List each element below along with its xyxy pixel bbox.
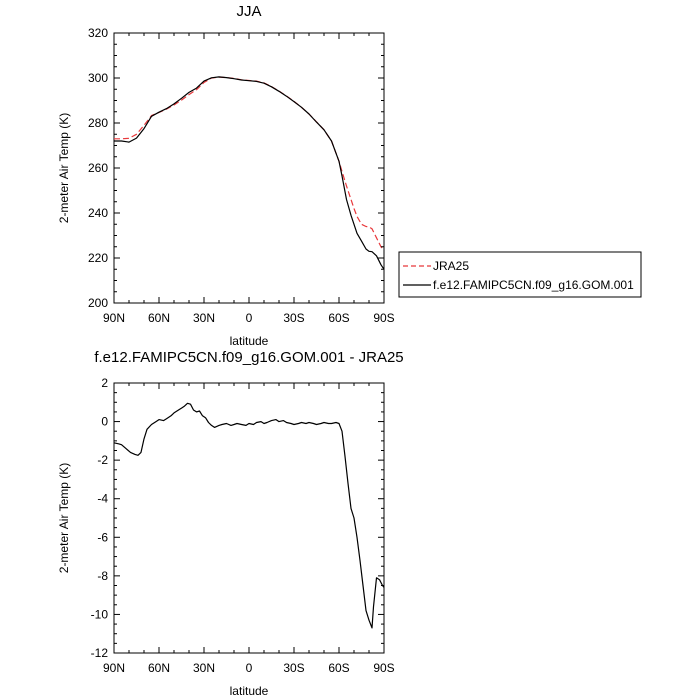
bottom-y-tick-label: -8: [97, 569, 108, 583]
top-series-lines: [114, 76, 385, 270]
bottom-y-axis-label: 2-meter Air Temp (K): [57, 463, 71, 573]
bottom-x-axis: 90N 60N 30N 0 30S 60S 90S: [103, 383, 395, 675]
bottom-chart-title: f.e12.FAMIPC5CN.f09_g16.GOM.001 - JRA25: [94, 349, 403, 366]
bottom-y-axis: -12 -10 -8 -6 -4 -2 0 2: [91, 376, 384, 660]
bottom-series-line-series-0: [113, 402, 385, 629]
bottom-y-tick-label: 2: [101, 376, 108, 390]
top-y-tick-label: 320: [88, 26, 108, 40]
bottom-x-tick-label: 30S: [283, 661, 304, 675]
top-x-tick-label: 90S: [373, 311, 394, 325]
bottom-y-tick-label: -2: [97, 453, 108, 467]
top-x-tick-label: 30N: [193, 311, 215, 325]
top-y-tick-label: 240: [88, 206, 108, 220]
bottom-y-tick-label: -6: [97, 530, 108, 544]
top-x-tick-label: 30S: [283, 311, 304, 325]
bottom-x-tick-label: 60S: [328, 661, 349, 675]
top-x-tick-label: 60S: [328, 311, 349, 325]
top-y-tick-label: 280: [88, 116, 108, 130]
top-x-axis-label: latitude: [230, 334, 269, 348]
top-series-line-jra25: [114, 76, 385, 251]
top-x-tick-label: 90N: [103, 311, 125, 325]
top-series-line-f-e12-famipc5cn-f09-g16-gom-001: [114, 76, 385, 270]
top-chart-title: JJA: [236, 3, 261, 20]
top-y-tick-label: 260: [88, 161, 108, 175]
bottom-y-tick-label: 0: [101, 415, 108, 429]
top-y-axis: 200 220 240 260 280 300 320: [88, 26, 384, 310]
top-x-tick-label: 60N: [148, 311, 170, 325]
bottom-x-axis-label: latitude: [230, 684, 269, 698]
top-panel: JJA 90N 60N 30N 0 30S 60S 90S 200 220 240 260 280 3…: [57, 3, 395, 348]
legend: JRA25 f.e12.FAMIPC5CN.f09_g16.GOM.001: [398, 251, 642, 298]
legend-box: [398, 251, 642, 298]
legend-label-model: f.e12.FAMIPC5CN.f09_g16.GOM.001: [433, 278, 634, 292]
bottom-y-tick-label: -4: [97, 492, 108, 506]
top-y-axis-label: 2-meter Air Temp (K): [57, 113, 71, 223]
bottom-y-tick-label: -10: [91, 607, 109, 621]
bottom-x-tick-label: 90N: [103, 661, 125, 675]
bottom-x-tick-label: 30N: [193, 661, 215, 675]
bottom-x-tick-label: 0: [246, 661, 253, 675]
bottom-y-tick-label: -12: [91, 646, 109, 660]
top-y-tick-label: 200: [88, 296, 108, 310]
bottom-x-tick-label: 90S: [373, 661, 394, 675]
top-y-tick-label: 300: [88, 71, 108, 85]
top-x-axis: 90N 60N 30N 0 30S 60S 90S: [103, 33, 395, 325]
legend-label-jra25: JRA25: [433, 259, 469, 273]
top-x-tick-label: 0: [246, 311, 253, 325]
top-plot-frame: [113, 32, 385, 304]
top-y-tick-label: 220: [88, 251, 108, 265]
bottom-series-lines: [113, 402, 385, 629]
bottom-x-tick-label: 60N: [148, 661, 170, 675]
bottom-panel: f.e12.FAMIPC5CN.f09_g16.GOM.001 - JRA25 …: [57, 349, 404, 698]
